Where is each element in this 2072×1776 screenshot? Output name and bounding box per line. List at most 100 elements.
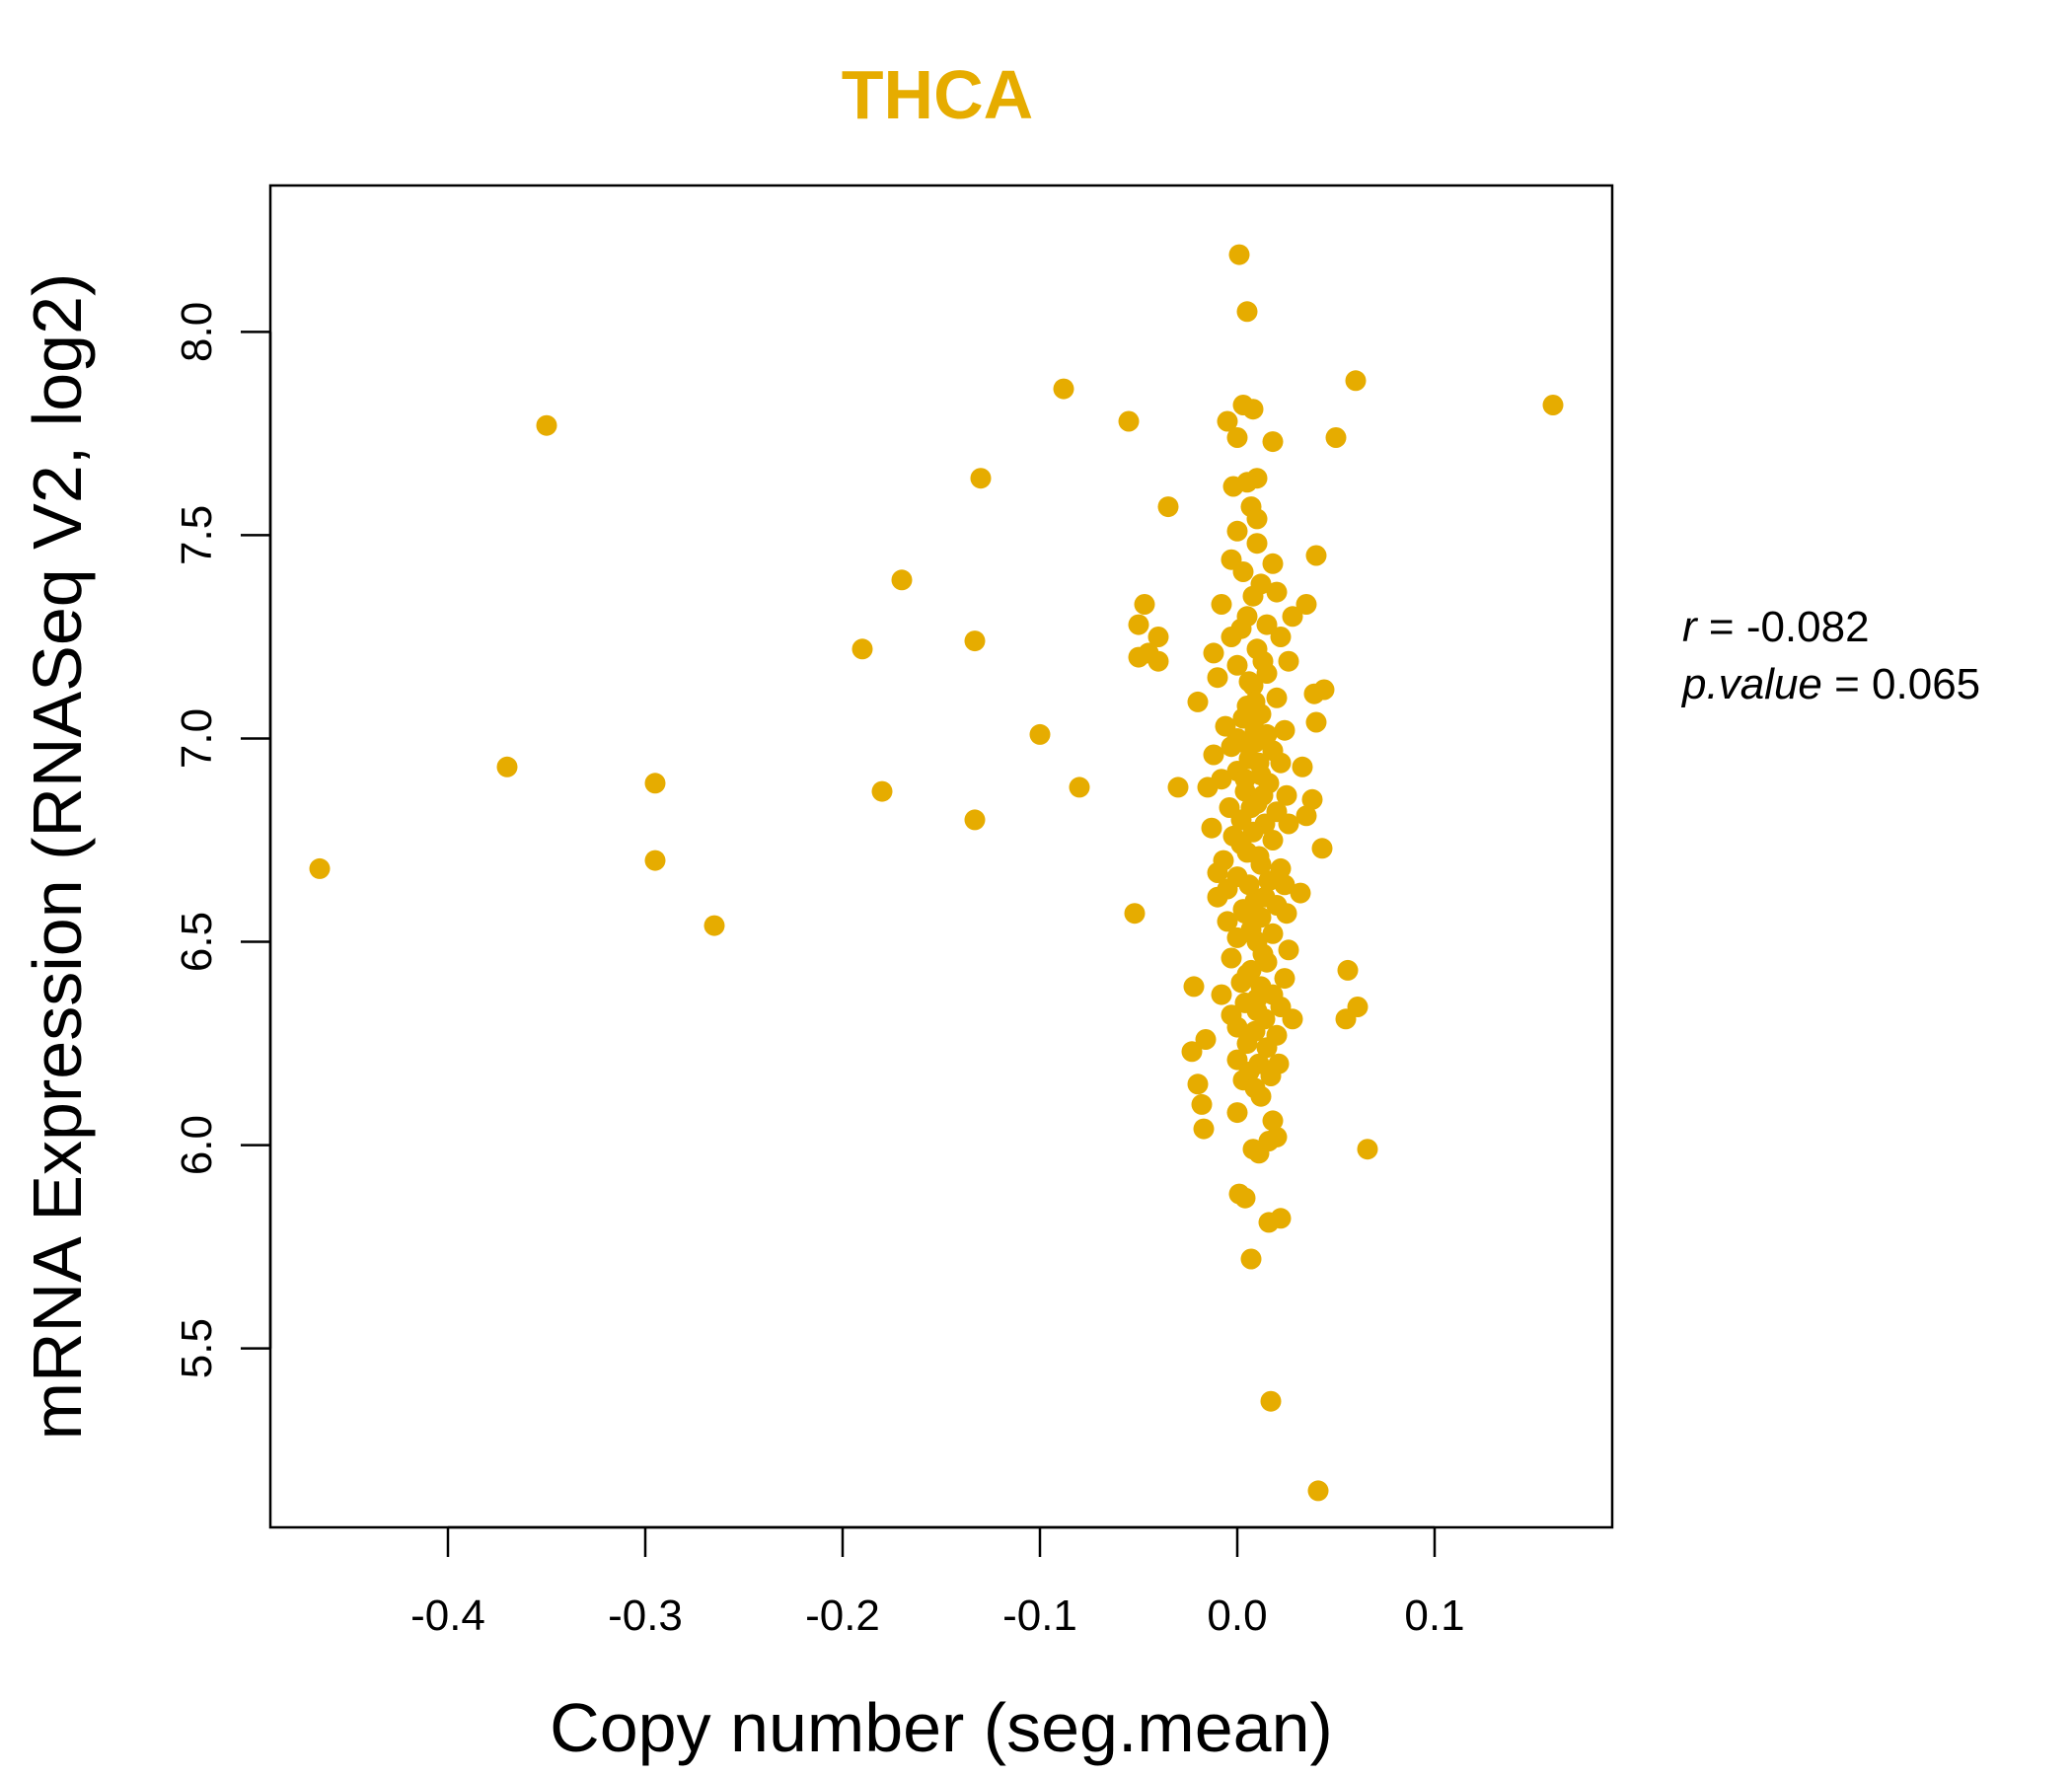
data-point: [1134, 594, 1155, 615]
data-point: [1226, 926, 1248, 948]
data-point: [1278, 650, 1299, 672]
data-point: [1311, 838, 1333, 859]
data-point: [1282, 1008, 1303, 1030]
data-points: [309, 244, 1564, 1502]
data-point: [309, 857, 331, 879]
data-point: [851, 638, 873, 660]
data-point: [964, 809, 986, 831]
y-tick-label: 6.5: [173, 912, 221, 972]
y-tick-label: 6.0: [173, 1115, 221, 1175]
data-point: [1260, 1066, 1282, 1086]
data-point: [1262, 923, 1284, 944]
data-point: [1248, 846, 1270, 867]
data-point: [1335, 1008, 1357, 1030]
data-point: [1228, 244, 1250, 265]
x-axis-title: Copy number (seg.mean): [550, 1689, 1333, 1766]
data-point: [1282, 606, 1303, 628]
data-point: [1226, 1016, 1248, 1038]
data-point: [1226, 1102, 1248, 1124]
x-tick-label: -0.4: [410, 1591, 485, 1640]
data-point: [1222, 476, 1244, 497]
data-point: [1262, 1110, 1284, 1132]
data-point: [1118, 410, 1140, 432]
data-point: [1276, 784, 1297, 806]
data-point: [1236, 964, 1258, 985]
data-point: [1029, 723, 1051, 745]
data-point: [1256, 1037, 1278, 1059]
y-axis-title: mRNA Expression (RNASeq V2, log2): [19, 273, 96, 1441]
y-tick-label: 5.5: [173, 1318, 221, 1378]
data-point: [1197, 777, 1219, 798]
data-point: [1157, 496, 1179, 518]
data-point: [1128, 614, 1149, 635]
data-point: [1226, 520, 1248, 542]
data-point: [1193, 1118, 1215, 1140]
data-point: [1240, 1248, 1262, 1270]
data-point: [496, 756, 518, 777]
data-point: [1187, 691, 1209, 712]
data-point: [1292, 756, 1313, 777]
data-point: [1270, 627, 1292, 647]
data-point: [1278, 939, 1299, 961]
y-tick-label: 8.0: [173, 302, 221, 362]
r-stat: r = -0.082: [1682, 603, 1870, 651]
data-point: [1252, 650, 1274, 672]
data-point: [1246, 508, 1268, 530]
data-point: [1256, 614, 1278, 635]
data-point: [1278, 813, 1299, 835]
p-value: 0.065: [1872, 660, 1980, 708]
p-label: p.value: [1680, 660, 1822, 708]
data-point: [1345, 370, 1367, 392]
data-point: [970, 468, 992, 489]
data-point: [1238, 874, 1260, 896]
data-point: [1203, 744, 1224, 766]
data-point: [1254, 886, 1276, 908]
data-point: [1230, 618, 1252, 639]
data-point: [1230, 834, 1252, 855]
data-point: [1307, 1480, 1329, 1502]
data-point: [1238, 671, 1260, 693]
data-point: [1147, 627, 1169, 647]
data-point: [1305, 711, 1327, 733]
correlation-stats: r = -0.082 p.value = 0.065: [1680, 603, 1980, 708]
data-point: [1337, 959, 1359, 981]
data-point: [1124, 903, 1146, 925]
data-point: [1325, 427, 1347, 448]
data-point: [1232, 561, 1254, 582]
x-tick-label: 0.0: [1207, 1591, 1267, 1640]
x-tick-label: 0.1: [1404, 1591, 1464, 1640]
data-point: [1244, 719, 1266, 741]
data-point: [1167, 777, 1189, 798]
data-point: [1295, 594, 1317, 615]
r-equals: =: [1697, 603, 1746, 651]
r-label: r: [1682, 603, 1699, 651]
data-point: [1246, 533, 1268, 555]
data-point: [1226, 654, 1248, 676]
data-point: [1248, 752, 1270, 774]
data-point: [1238, 736, 1260, 758]
plot-frame: [268, 184, 1614, 1529]
data-point: [964, 630, 986, 652]
data-point: [1128, 646, 1149, 668]
data-point: [1274, 719, 1295, 741]
data-point: [1053, 378, 1074, 400]
data-point: [1274, 968, 1295, 990]
data-point: [1187, 1073, 1209, 1095]
data-point: [1248, 1143, 1270, 1164]
data-point: [1217, 410, 1238, 432]
data-point: [1207, 862, 1228, 883]
x-tick-label: -0.3: [608, 1591, 683, 1640]
x-tick-label: -0.1: [1002, 1591, 1077, 1640]
data-point: [1207, 667, 1228, 689]
data-point: [1234, 769, 1256, 790]
data-point: [1226, 427, 1248, 448]
p-stat: p.value = 0.065: [1680, 660, 1980, 708]
data-point: [644, 850, 666, 871]
data-point: [1221, 947, 1242, 969]
chart-title: THCA: [842, 56, 1033, 133]
data-point: [1234, 903, 1256, 925]
data-point: [1270, 752, 1292, 774]
data-point: [1262, 830, 1284, 851]
data-point: [1234, 1187, 1256, 1209]
data-point: [1242, 399, 1264, 420]
